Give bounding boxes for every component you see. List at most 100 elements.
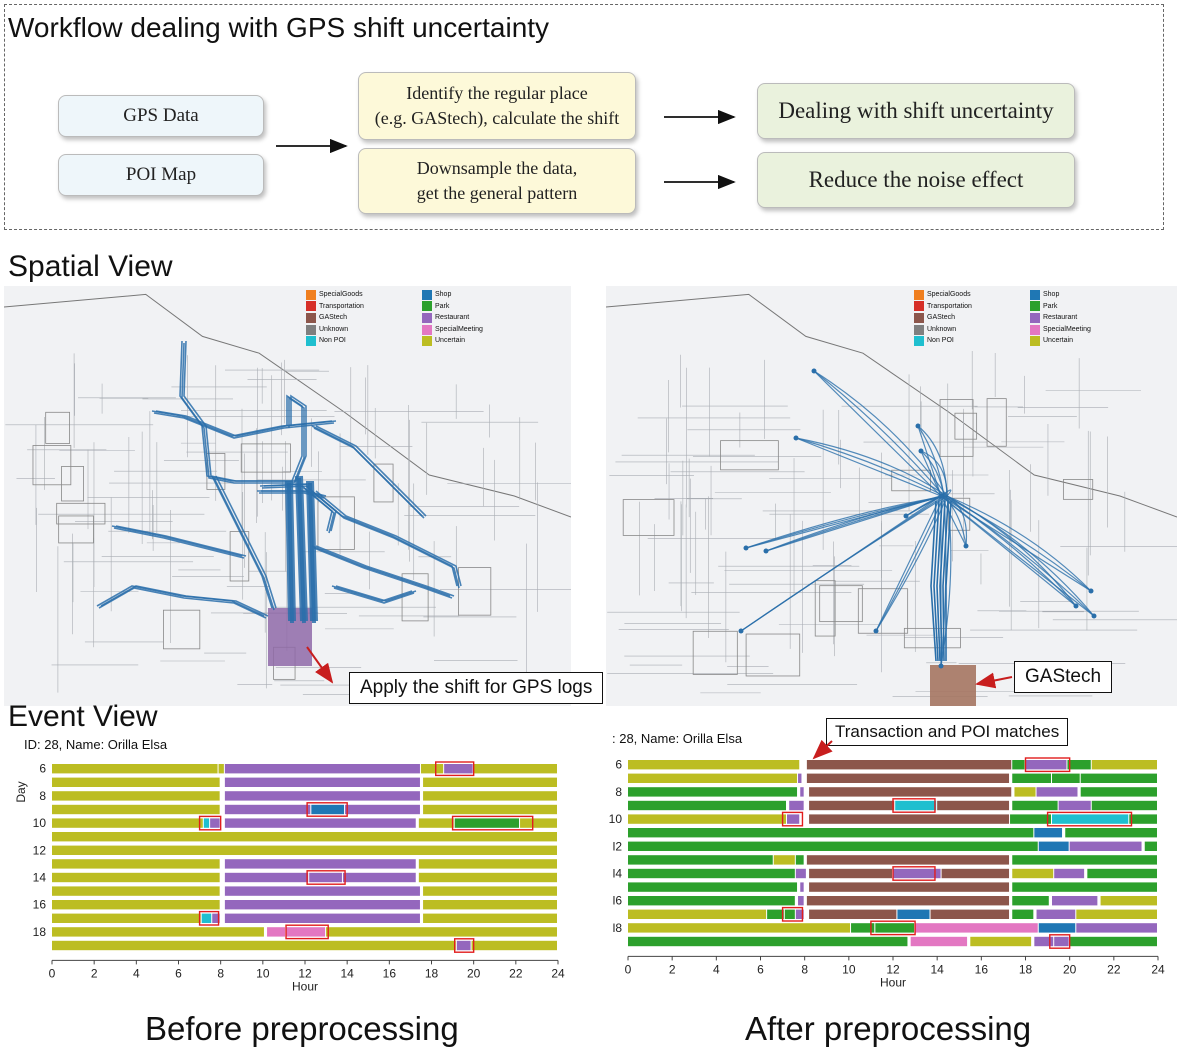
event-segment <box>52 872 220 883</box>
legend-swatch <box>1030 336 1040 347</box>
map-after-canvas <box>606 293 1177 706</box>
event-segment <box>444 764 473 774</box>
legend-label: Shop <box>435 291 452 298</box>
noise-effect-node: Reduce the noise effect <box>757 152 1075 208</box>
event-segment <box>809 909 897 919</box>
event-segment <box>1010 814 1051 824</box>
event-segment <box>473 764 557 774</box>
event-segment <box>1129 814 1157 824</box>
event-segment <box>1038 923 1076 933</box>
event-segment <box>1076 909 1157 919</box>
event-segment <box>218 764 224 774</box>
event-segment <box>418 859 557 869</box>
poi-map-node: POI Map <box>58 154 264 196</box>
event-segment <box>224 886 420 896</box>
x-tick-label: 24 <box>1151 962 1165 976</box>
x-tick-label: 14 <box>340 966 354 980</box>
transaction-match <box>892 798 936 813</box>
event-segment <box>456 940 471 951</box>
event-segment <box>628 787 798 797</box>
legend-item-specialmeeting: SpecialMeeting <box>422 324 532 336</box>
y-tick-label: 10 <box>609 812 623 826</box>
event-segment <box>937 800 1010 811</box>
map-before-canvas <box>4 293 571 697</box>
gps-tracks <box>96 340 462 666</box>
event-segment <box>895 800 937 811</box>
event-segment <box>798 896 804 906</box>
x-tick-label: 8 <box>801 962 808 976</box>
event-segment <box>806 773 1010 783</box>
x-tick-label: 10 <box>842 962 856 976</box>
event-segment <box>203 818 210 828</box>
x-tick-label: 0 <box>49 966 56 980</box>
transaction-poi-callout: Transaction and POI matches <box>826 718 1069 746</box>
event-segment <box>1058 800 1091 811</box>
legend-item-specialgoods: SpecialGoods <box>306 289 416 301</box>
y-tick-label: 8 <box>615 785 622 799</box>
event-segment <box>1036 787 1078 797</box>
event-segment <box>809 800 895 811</box>
y-tick-label: 6 <box>615 758 622 772</box>
event-segment <box>628 760 800 770</box>
legend-label: Transportation <box>319 302 364 310</box>
event-segment <box>628 923 851 933</box>
workflow-panel <box>4 4 1164 230</box>
transaction-match <box>1046 811 1133 827</box>
event-segment <box>52 927 264 937</box>
y-tick-label: l8 <box>613 921 623 935</box>
caption-after: After preprocessing <box>745 1010 1032 1047</box>
legend-swatch <box>914 324 924 335</box>
legend-item-unknown: Unknown <box>306 324 416 336</box>
event-segment <box>628 936 908 947</box>
event-segment <box>1012 909 1034 919</box>
shift-uncertainty-node: Dealing with shift uncertainty <box>757 83 1075 139</box>
transaction-match <box>870 920 916 936</box>
workflow-title: Workflow dealing with GPS shift uncertai… <box>8 12 550 43</box>
event-segment <box>210 818 220 828</box>
legend-item-transportation: Transportation <box>914 301 1024 313</box>
legend-swatch <box>914 336 924 347</box>
event-segment <box>52 913 201 923</box>
x-tick-label: 0 <box>625 962 632 976</box>
legend-swatch <box>306 312 316 323</box>
event-segment <box>897 909 930 919</box>
event-segment <box>224 764 420 774</box>
event-segment <box>224 913 420 923</box>
event-segment <box>423 777 557 787</box>
legend-item-specialmeeting: SpecialMeeting <box>1030 324 1140 336</box>
event-segment <box>915 923 1038 933</box>
event-segment <box>1087 868 1157 879</box>
event-segment <box>773 855 795 865</box>
event-segment <box>423 900 557 910</box>
identify-shift-line1: Identify the regular place <box>406 83 588 103</box>
gastech-area <box>930 665 976 706</box>
event-segment <box>224 777 420 787</box>
event-segment <box>809 868 892 879</box>
event-segment <box>795 868 806 879</box>
event-segment <box>806 855 1010 865</box>
transaction-match <box>453 938 475 953</box>
legend-label: Restaurant <box>435 314 470 322</box>
transaction-match <box>781 906 804 922</box>
x-tick-label: 2 <box>669 962 676 976</box>
event-segment <box>800 787 804 797</box>
event-segment <box>789 800 804 811</box>
identify-shift-node: Identify the regular place (e.g. GAStech… <box>358 72 636 140</box>
event-segment <box>787 814 800 824</box>
legend-item-park: Park <box>422 301 532 313</box>
event-segment <box>1054 868 1085 879</box>
event-segment <box>1052 896 1098 906</box>
event-segment <box>1036 909 1076 919</box>
legend-label: Transportation <box>927 302 972 310</box>
legend-label: GAStech <box>319 314 348 322</box>
event-segment <box>806 760 1012 770</box>
event-segment <box>342 872 416 883</box>
legend-item-non-poi: Non POI <box>914 335 1024 347</box>
x-tick-label: 2 <box>91 966 98 980</box>
event-segment <box>1054 936 1069 947</box>
event-segment <box>52 886 220 896</box>
gps-data-node: GPS Data <box>58 95 264 137</box>
legend-swatch <box>1030 301 1040 312</box>
event-segment <box>930 909 1010 919</box>
